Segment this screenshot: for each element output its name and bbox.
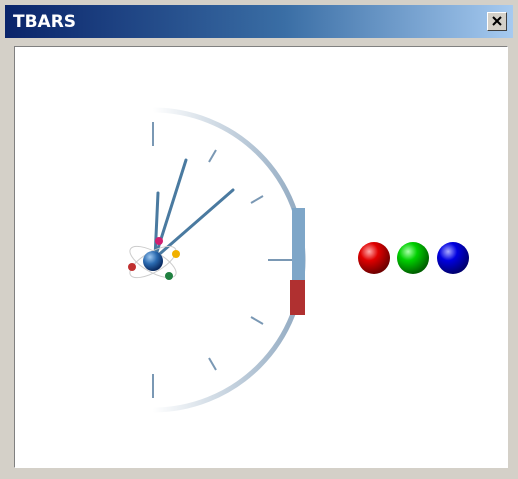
gauge-hands (155, 160, 233, 258)
title-bar: TBARS (5, 5, 513, 38)
close-button[interactable] (487, 12, 507, 31)
level-bar-upper (292, 208, 305, 280)
blue-indicator (437, 242, 469, 274)
green-indicator (397, 242, 429, 274)
level-bar-lower (290, 280, 305, 315)
gauge (125, 110, 469, 410)
client-area (14, 46, 508, 468)
red-indicator (358, 242, 390, 274)
gauge-view (15, 47, 507, 467)
gauge-ticks (153, 122, 292, 398)
close-cross (493, 17, 501, 25)
window: TBARS (0, 0, 518, 479)
close-icon (488, 13, 506, 30)
window-title: TBARS (13, 12, 76, 32)
